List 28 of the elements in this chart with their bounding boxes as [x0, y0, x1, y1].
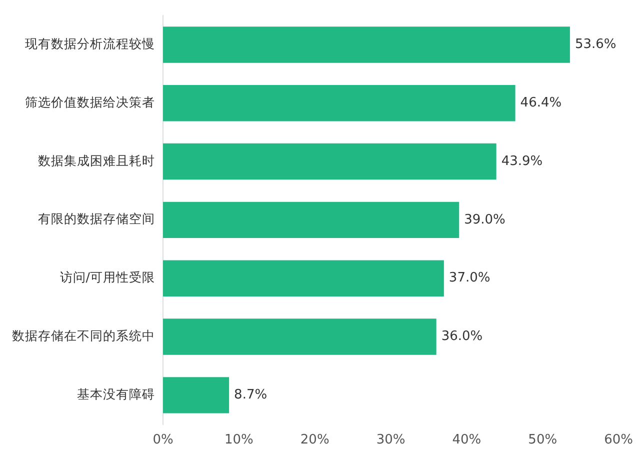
bar: [163, 85, 516, 122]
bar: [163, 202, 460, 238]
x-tick-label: 0%: [152, 432, 174, 448]
x-tick-label: 50%: [528, 432, 558, 448]
bar: [163, 26, 570, 63]
y-tick-label: 现有数据分析流程较慢: [25, 36, 155, 51]
y-tick-label: 数据集成困难且耗时: [38, 152, 155, 168]
x-tick-label: 60%: [604, 432, 634, 448]
bar: [163, 318, 436, 355]
data-label: 36.0%: [441, 329, 483, 344]
data-label: 39.0%: [464, 212, 506, 228]
x-tick-label: 30%: [376, 432, 406, 448]
y-tick-label: 数据存储在不同的系统中: [12, 328, 155, 344]
y-tick-label: 有限的数据存储空间: [38, 211, 155, 226]
y-tick-label: 基本没有障碍: [77, 386, 155, 402]
bar: [163, 377, 230, 414]
y-tick-label: 筛选价值数据给决策者: [25, 94, 155, 110]
bar: [163, 260, 444, 296]
data-label: 8.7%: [234, 388, 268, 403]
x-tick-label: 10%: [224, 432, 254, 448]
data-label: 37.0%: [448, 270, 490, 286]
y-tick-label: 访问/可用性受限: [60, 270, 155, 285]
x-tick-label: 20%: [300, 432, 330, 448]
bar: [163, 143, 496, 180]
data-label: 43.9%: [501, 154, 543, 169]
x-tick-label: 40%: [452, 432, 482, 448]
data-label: 53.6%: [574, 37, 616, 52]
data-label: 46.4%: [520, 95, 562, 110]
